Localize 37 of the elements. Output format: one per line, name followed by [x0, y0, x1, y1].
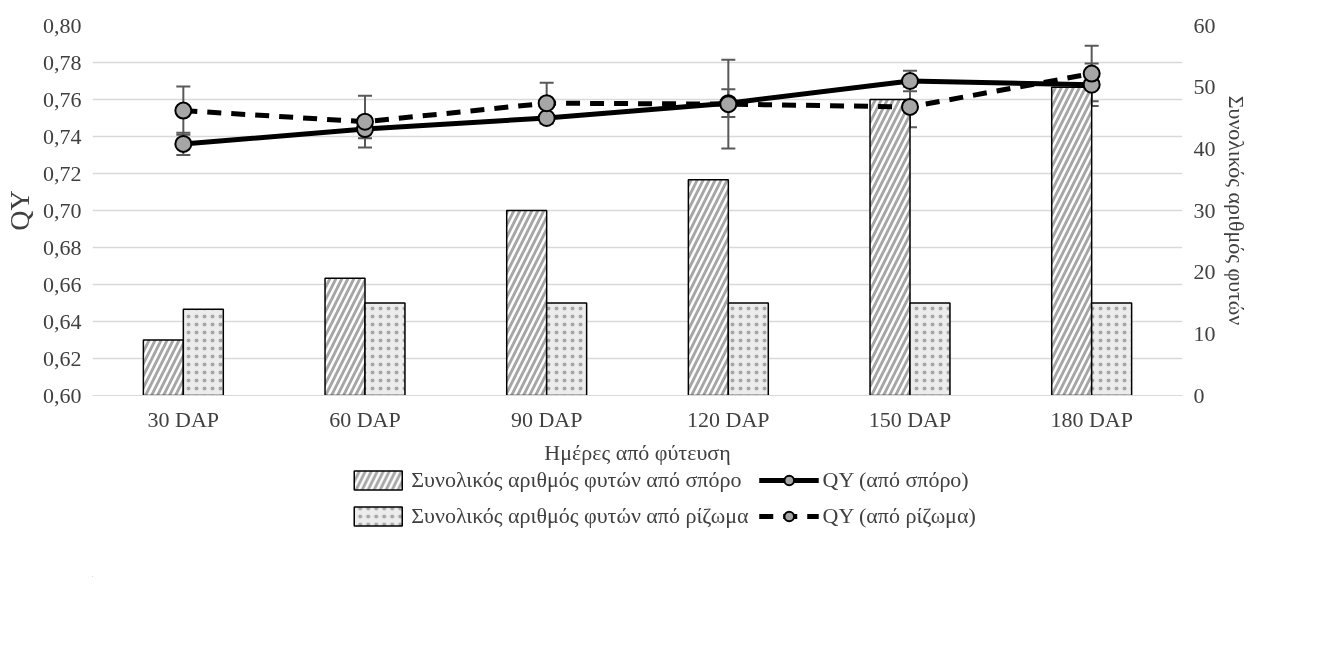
y-tick-label: 0,62 [43, 345, 82, 371]
x-tick-label: 120 DAP [687, 406, 770, 432]
y-tick-label: 0,72 [43, 160, 82, 186]
y2-tick-label: 30 [1193, 197, 1216, 223]
legend-label: Συνολικός αριθμός φυτών από σπόρο [411, 467, 742, 493]
y-tick-label: 0,66 [43, 271, 82, 297]
y-tick-label: 0,64 [43, 308, 82, 334]
y-tick-label: 0,76 [43, 86, 82, 112]
x-tick-label: 150 DAP [868, 406, 952, 432]
point [1082, 64, 1101, 83]
y2-tick-label: 20 [1193, 259, 1216, 285]
y2-axis-title: Συνολικός αριθμός φυτών [1223, 95, 1249, 326]
y-axis-title: QY [4, 190, 35, 231]
legend-label: QY (από ρίζωμα) [822, 503, 976, 529]
y-tick-label: 0,70 [43, 197, 82, 223]
y-tick-label: 0,78 [43, 49, 82, 75]
y-tick-label: 0,68 [43, 234, 82, 260]
y2-tick-label: 10 [1193, 320, 1216, 346]
legend-label: Συνολικός αριθμός φυτών από ρίζωμα [411, 503, 749, 529]
y2-tick-label: 40 [1193, 135, 1216, 161]
x-tick-label: 90 DAP [510, 406, 583, 432]
x-tick-label: 180 DAP [1050, 406, 1133, 432]
y2-tick-label: 0 [1193, 382, 1205, 408]
x-tick-label: 60 DAP [329, 406, 401, 432]
point [174, 101, 193, 120]
legend-label: QY (από σπόρο) [822, 467, 969, 493]
point [356, 112, 374, 131]
y-tick-label: 0,80 [43, 12, 82, 38]
y2-tick-label: 50 [1193, 74, 1216, 100]
y-tick-label: 0,74 [43, 123, 82, 149]
x-axis-title: Ημέρες από φύτευση [544, 439, 731, 465]
x-tick-label: 30 DAP [147, 406, 220, 432]
point [537, 94, 556, 113]
y-tick-label: 0,60 [43, 382, 82, 408]
y2-tick-label: 60 [1193, 12, 1216, 38]
point [901, 97, 919, 116]
point [537, 109, 556, 127]
